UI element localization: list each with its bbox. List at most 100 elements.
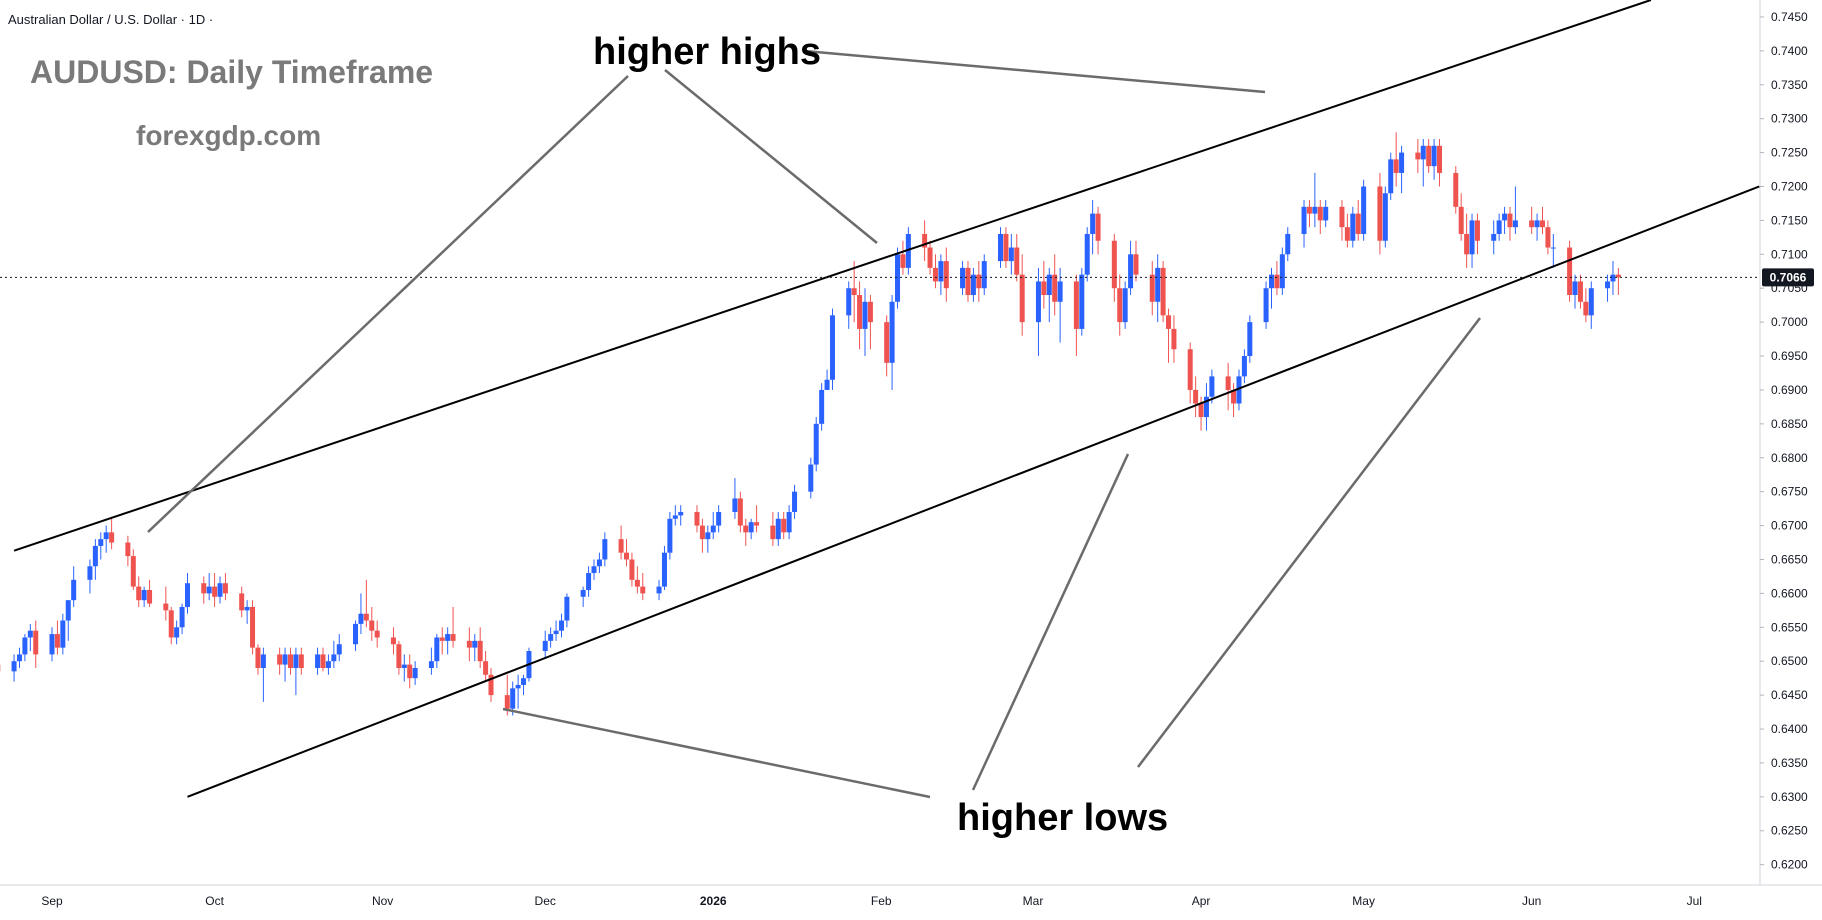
candle xyxy=(331,640,337,668)
candle-body xyxy=(629,559,635,580)
candle-body xyxy=(1225,376,1231,390)
candle-body xyxy=(656,586,662,594)
candle xyxy=(1339,200,1345,241)
candle xyxy=(1567,240,1573,302)
candle xyxy=(147,579,153,607)
candle-body xyxy=(965,267,971,295)
candle-body xyxy=(103,532,109,540)
candle-body xyxy=(1285,233,1291,255)
candle xyxy=(141,586,147,607)
candle xyxy=(521,674,527,696)
candle xyxy=(1415,139,1421,173)
candle-body xyxy=(510,688,516,709)
candle-body xyxy=(179,606,185,628)
candle-body xyxy=(1133,254,1139,275)
candle-body xyxy=(163,603,169,611)
candle-body xyxy=(369,620,375,631)
candle xyxy=(1057,267,1063,343)
candle xyxy=(1073,274,1079,357)
candle-body xyxy=(277,654,283,665)
candle xyxy=(1166,308,1172,363)
candle xyxy=(1496,213,1502,241)
candle-body xyxy=(136,586,142,601)
candle xyxy=(672,505,678,526)
candle xyxy=(1350,206,1356,248)
candle xyxy=(358,593,364,635)
candle xyxy=(1090,200,1096,255)
candle-body xyxy=(1474,220,1480,241)
candle xyxy=(1491,220,1497,255)
candle xyxy=(315,647,321,675)
candle-body xyxy=(331,654,337,662)
candle xyxy=(363,579,369,628)
candle-body xyxy=(634,579,640,587)
candle xyxy=(792,484,798,519)
candle-body xyxy=(260,654,266,668)
candle-body xyxy=(109,532,115,543)
trendlines-layer xyxy=(13,0,1760,798)
candle-body xyxy=(922,233,928,248)
candle-body xyxy=(851,288,857,295)
candle-body xyxy=(1073,281,1079,329)
candle-body xyxy=(212,586,218,597)
candle xyxy=(255,644,261,675)
candle-body xyxy=(1512,220,1518,228)
time-axis: Sep Oct Nov Dec 2026 Feb Mar Apr May Jun Jul xyxy=(41,894,1702,908)
candle-body xyxy=(775,518,781,540)
candle-body xyxy=(1529,220,1535,228)
candle-body xyxy=(390,637,396,645)
candle-body xyxy=(22,637,28,655)
candle-body xyxy=(358,613,364,624)
y-tick-label: 0.6300 xyxy=(1771,790,1808,804)
candle xyxy=(867,295,873,350)
candle-body xyxy=(889,301,895,363)
y-tick-label: 0.6900 xyxy=(1771,383,1808,397)
candle xyxy=(1279,247,1285,295)
candle-body xyxy=(27,630,33,638)
candle-body xyxy=(174,627,180,638)
candle-body xyxy=(98,539,104,546)
candle xyxy=(179,603,185,635)
candle xyxy=(1014,233,1020,282)
candle xyxy=(168,606,174,645)
candle xyxy=(1583,288,1589,323)
candle-body xyxy=(396,644,402,668)
x-tick-label: Jul xyxy=(1687,894,1702,908)
candle-body xyxy=(1203,396,1209,418)
candle xyxy=(1323,200,1329,228)
candle xyxy=(737,491,743,533)
candle-body xyxy=(895,254,901,302)
x-tick-label: 2026 xyxy=(700,894,727,908)
candle-body xyxy=(829,315,835,380)
y-tick-label: 0.6250 xyxy=(1771,824,1808,838)
candle xyxy=(1046,267,1052,323)
candle-body xyxy=(1166,315,1172,329)
candle-body xyxy=(1545,227,1551,248)
y-tick-label: 0.6400 xyxy=(1771,722,1808,736)
candle-body xyxy=(1610,274,1616,282)
candle-body xyxy=(1052,274,1058,302)
candle xyxy=(390,627,396,655)
candle xyxy=(212,573,218,607)
candle-body xyxy=(325,661,331,668)
candle xyxy=(960,261,966,295)
candle xyxy=(851,261,857,323)
candle xyxy=(1377,172,1383,255)
candle-body xyxy=(445,634,451,641)
candle xyxy=(596,552,602,574)
candle-body xyxy=(287,654,293,668)
candle xyxy=(98,532,104,560)
candle xyxy=(1615,267,1621,295)
candle-body xyxy=(1301,206,1307,234)
chart-title: AUDUSD: Daily Timeframe xyxy=(30,54,433,90)
candle xyxy=(125,535,131,567)
candle-body xyxy=(1274,274,1280,289)
candle xyxy=(775,512,781,546)
candle xyxy=(1464,213,1470,268)
candle-body xyxy=(1193,389,1199,404)
candle xyxy=(515,674,521,709)
candle-body xyxy=(1160,267,1166,316)
candle xyxy=(1572,274,1578,309)
candle xyxy=(1095,206,1101,255)
candle-body xyxy=(1003,233,1009,262)
